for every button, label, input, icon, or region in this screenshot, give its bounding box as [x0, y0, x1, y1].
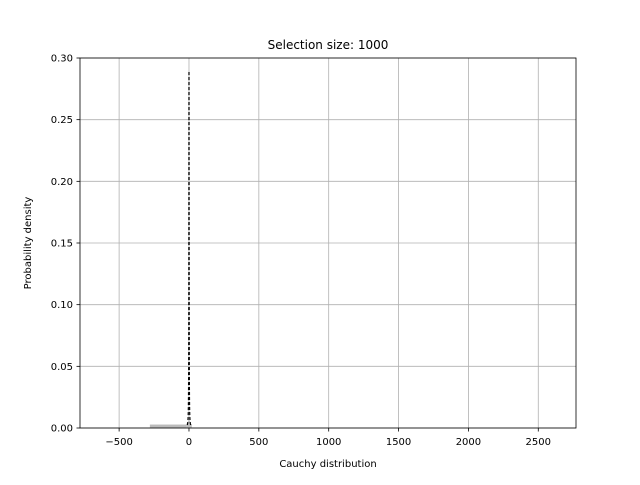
- y-tick-label: 0.20: [51, 177, 73, 188]
- histogram-bar: [186, 423, 188, 428]
- histogram-bar: [149, 424, 187, 428]
- y-tick-label: 0.05: [51, 362, 73, 373]
- x-tick-label: 1000: [316, 437, 341, 448]
- histogram-bars: [149, 420, 192, 428]
- y-tick-label: 0.30: [51, 54, 73, 65]
- histogram-bar: [190, 424, 192, 428]
- chart-title: Selection size: 1000: [268, 38, 389, 52]
- y-axis-ticks: 0.00 0.05 0.10 0.15 0.20 0.25 0.30: [51, 54, 80, 435]
- x-axis-ticks: −500 0 500 1000 1500 2000 2500: [105, 428, 551, 448]
- x-tick-label: 2500: [526, 437, 551, 448]
- y-tick-label: 0.15: [51, 239, 73, 250]
- x-tick-label: 1500: [386, 437, 411, 448]
- histogram-bar: [187, 421, 189, 428]
- y-tick-label: 0.25: [51, 115, 73, 126]
- x-axis-label: Cauchy distribution: [279, 459, 376, 470]
- x-tick-label: 2000: [456, 437, 481, 448]
- histogram-bar: [189, 420, 191, 428]
- x-tick-label: −500: [105, 437, 132, 448]
- y-tick-label: 0.00: [51, 424, 73, 435]
- y-axis-label: Probability density: [23, 197, 34, 290]
- y-tick-label: 0.10: [51, 300, 73, 311]
- x-tick-label: 500: [249, 437, 268, 448]
- x-tick-label: 0: [186, 437, 192, 448]
